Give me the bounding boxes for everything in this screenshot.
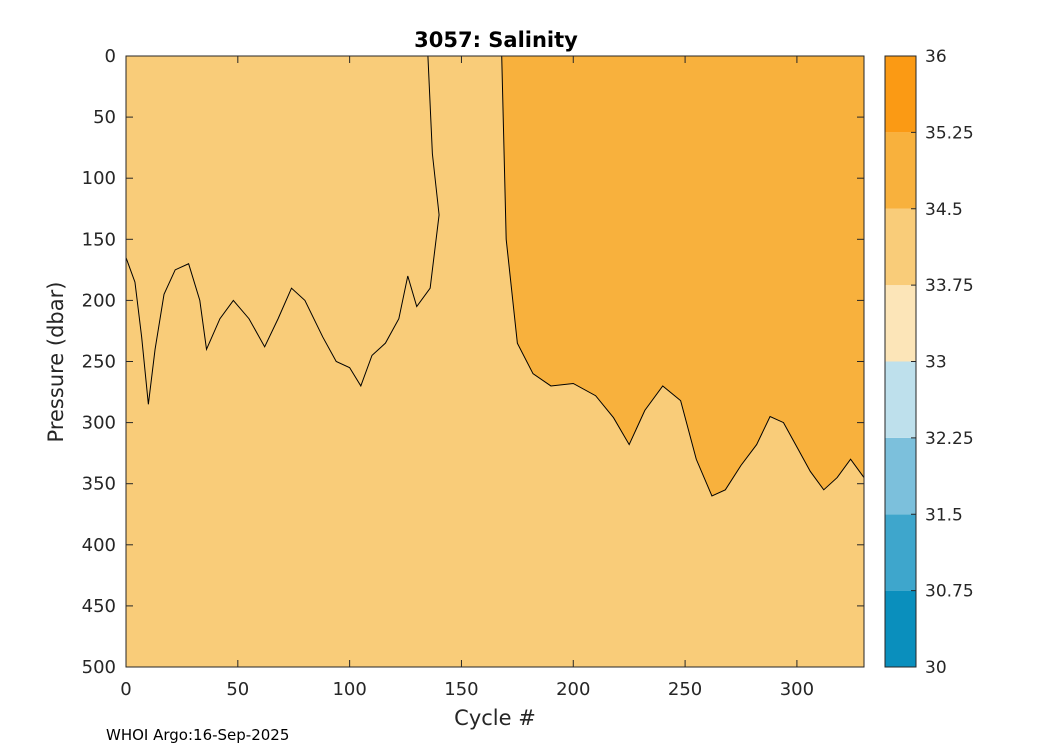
y-axis: 0 50 100 150 200 250 300 350 400 450 500 [82, 46, 864, 678]
y-tick-label: 100 [82, 168, 116, 189]
colorbar-tick-label: 36 [925, 47, 947, 67]
colorbar-segment [885, 514, 916, 591]
y-tick-label: 250 [82, 352, 116, 373]
colorbar-segment [885, 56, 916, 133]
colorbar-tick-label: 35.25 [925, 123, 974, 143]
footer-credit: WHOI Argo:16-Sep-2025 [106, 726, 289, 744]
contour-line-34.5 [125, 55, 440, 405]
y-tick-label: 450 [82, 596, 116, 617]
y-tick-label: 300 [82, 413, 116, 434]
x-tick-label: 300 [780, 679, 814, 700]
y-axis-label: Pressure (dbar) [44, 282, 68, 443]
x-tick-label: 200 [556, 679, 590, 700]
colorbar-tick-label: 30 [925, 658, 947, 678]
colorbar-segment [885, 285, 916, 362]
colorbar-tick-label: 31.5 [925, 505, 963, 525]
colorbar-tick-label: 33 [925, 353, 947, 373]
colorbar-segment [885, 208, 916, 286]
colorbar-tick-label: 30.75 [925, 582, 974, 602]
x-tick-label: 100 [332, 679, 366, 700]
high-salinity-region [501, 55, 865, 497]
colorbar-tick-label: 32.25 [925, 429, 974, 449]
x-axis-label: Cycle # [454, 706, 536, 730]
x-axis: 0 50 100 150 200 250 300 [120, 56, 814, 700]
colorbar-segment [885, 361, 916, 438]
y-tick-label: 350 [82, 474, 116, 495]
x-tick-label: 50 [226, 679, 249, 700]
colorbar-tick-label: 33.75 [925, 276, 974, 296]
colorbar-tick-label: 34.5 [925, 200, 963, 220]
y-tick-label: 200 [82, 290, 116, 311]
colorbar: 30 30.75 31.5 32.25 33 33.75 34.5 35.25 36 [884, 47, 974, 678]
y-tick-label: 400 [82, 535, 116, 556]
y-tick-label: 0 [105, 46, 116, 67]
x-tick-label: 150 [444, 679, 478, 700]
x-tick-label: 0 [120, 679, 131, 700]
x-tick-label: 250 [668, 679, 702, 700]
colorbar-segment [885, 590, 916, 667]
y-tick-label: 500 [82, 657, 116, 678]
chart-title: 3057: Salinity [414, 28, 578, 52]
plot-area [125, 55, 865, 668]
y-tick-label: 50 [93, 107, 116, 128]
colorbar-segment [885, 132, 916, 209]
y-tick-label: 150 [82, 229, 116, 250]
colorbar-segment [885, 437, 916, 515]
